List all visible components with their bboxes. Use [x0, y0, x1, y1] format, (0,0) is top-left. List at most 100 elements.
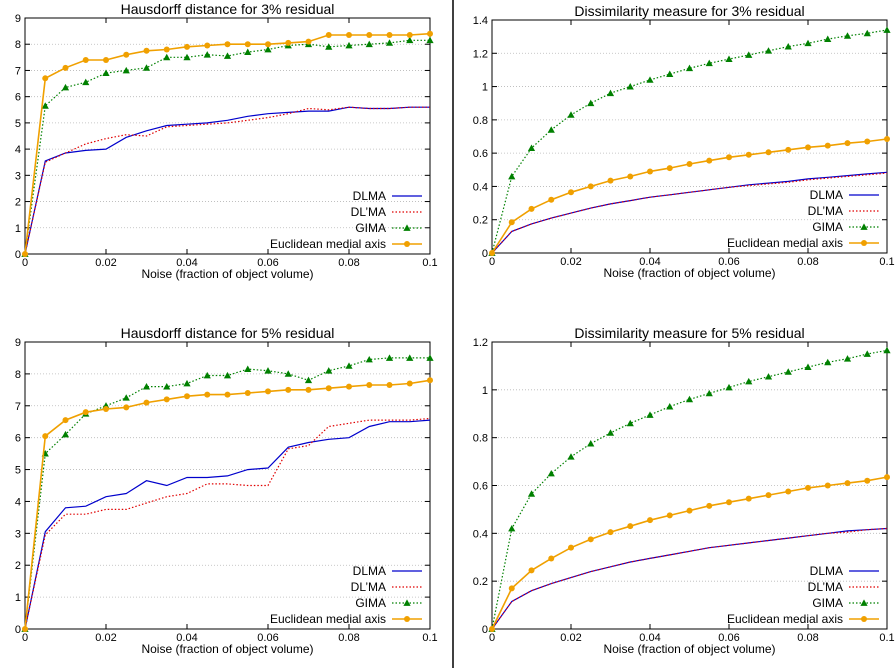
data-point	[726, 499, 732, 506]
data-point	[41, 102, 49, 109]
data-point	[103, 405, 109, 412]
y-tick-label: 0	[482, 248, 488, 260]
data-point	[406, 380, 413, 387]
x-tick-label: 0.08	[797, 632, 818, 644]
y-tick-label: 0.2	[473, 215, 488, 227]
data-point	[285, 39, 292, 46]
data-point	[102, 69, 110, 76]
x-axis-label: Noise (fraction of object volume)	[603, 266, 775, 280]
data-point	[42, 75, 49, 82]
data-point	[745, 151, 752, 158]
legend: DLMA DL’MA GIMA Euclidean medial axis	[270, 564, 422, 626]
data-point	[366, 32, 373, 39]
x-tick-label: 0	[22, 257, 28, 269]
y-tick-label: 7	[15, 401, 21, 413]
data-point	[528, 205, 535, 212]
y-tick-label: 2	[15, 560, 21, 572]
y-tick-label: 6	[15, 92, 21, 104]
x-tick-label: 0.02	[560, 256, 581, 268]
series-line	[491, 349, 888, 630]
legend: DLMA DL’MA GIMA Euclidean medial axis	[270, 189, 422, 251]
data-point	[626, 419, 634, 427]
x-axis-label: Noise (fraction of object volume)	[603, 642, 775, 656]
data-point	[61, 430, 70, 438]
data-point	[508, 524, 516, 532]
series-line	[491, 29, 888, 254]
y-tick-label: 0.6	[473, 148, 488, 160]
data-point	[285, 386, 292, 393]
legend-label: GIMA	[355, 221, 386, 235]
x-tick-label: 0.06	[718, 256, 739, 268]
data-point	[163, 396, 170, 403]
data-point	[785, 488, 792, 495]
data-point	[203, 51, 211, 58]
data-point	[264, 45, 272, 53]
legend-label: DL’MA	[808, 204, 843, 218]
y-tick-label: 1	[482, 82, 488, 94]
data-point	[386, 32, 393, 39]
data-point	[264, 367, 272, 374]
legend-label: DL’MA	[351, 580, 386, 594]
legend-label: DLMA	[810, 188, 843, 202]
x-tick-label: 0.08	[797, 256, 818, 268]
data-point	[183, 53, 191, 61]
data-point	[163, 53, 171, 61]
data-point	[547, 126, 555, 133]
data-point	[567, 111, 575, 118]
data-point	[706, 502, 713, 509]
x-tick-label: 0.08	[338, 632, 359, 644]
data-point	[325, 385, 332, 392]
data-point	[223, 371, 232, 379]
data-point	[406, 354, 414, 361]
y-tick-label: 4	[15, 496, 21, 508]
y-tick-label: 0.6	[473, 481, 488, 493]
y-tick-label: 1.2	[473, 337, 488, 349]
legend-label: DL’MA	[351, 205, 386, 219]
data-point	[804, 363, 812, 370]
x-tick-label: 0	[489, 256, 495, 268]
y-tick-label: 9	[15, 337, 21, 349]
y-tick-label: 3	[15, 528, 21, 540]
data-point	[223, 52, 232, 59]
data-point	[785, 146, 792, 153]
data-point	[805, 144, 811, 151]
data-point	[864, 138, 871, 145]
legend-label: Euclidean medial axis	[270, 612, 386, 626]
data-point	[726, 154, 732, 161]
data-point	[883, 26, 891, 33]
data-point	[627, 173, 634, 180]
data-point	[725, 383, 733, 391]
data-point	[508, 219, 515, 226]
chart-title: Dissimilarity measure for 5% residual	[574, 325, 804, 341]
data-point	[567, 453, 575, 460]
x-tick-label: 0.04	[639, 256, 660, 268]
x-tick-label: 0.04	[176, 257, 197, 269]
data-point	[244, 41, 251, 48]
data-point	[646, 411, 654, 418]
data-point	[62, 64, 69, 71]
legend-label: DL’MA	[808, 580, 843, 594]
data-point	[406, 32, 413, 39]
data-point	[305, 38, 312, 45]
data-point	[765, 492, 772, 499]
chart-panel: 0 0.2 0.4 0.6 0.8 1 1.2 1.4 0 0.02 0.04 0.06 0.08 0.1…	[473, 3, 895, 280]
data-point	[666, 165, 673, 172]
plot-frame	[24, 17, 431, 255]
data-point	[489, 250, 495, 256]
legend-label: GIMA	[812, 220, 843, 234]
legend: DLMA DL’MA GIMA Euclidean medial axis	[727, 188, 879, 250]
x-tick-label: 0	[489, 632, 495, 644]
data-point	[204, 42, 211, 49]
data-point	[607, 177, 614, 184]
data-point	[22, 626, 28, 632]
data-point	[568, 544, 574, 551]
data-point	[82, 409, 89, 416]
chart-title: Hausdorff distance for 5% residual	[121, 325, 335, 341]
data-point	[864, 477, 871, 484]
data-point	[587, 99, 595, 107]
data-point	[244, 390, 251, 397]
data-point	[884, 474, 890, 481]
legend-marker	[860, 599, 868, 606]
data-point	[884, 135, 890, 142]
data-point	[587, 440, 595, 447]
